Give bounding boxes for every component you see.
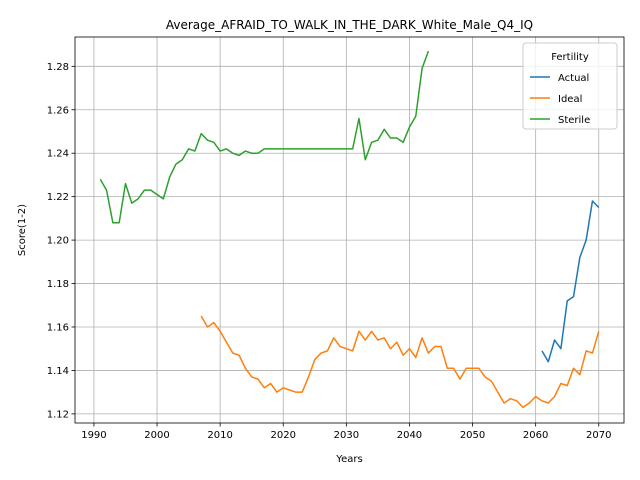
legend-box	[522, 42, 618, 130]
chart-title: Average_AFRAID_TO_WALK_IN_THE_DARK_White…	[166, 18, 533, 32]
y-tick-label: 1.26	[47, 105, 69, 116]
y-tick-label: 1.18	[47, 279, 69, 290]
x-tick-label: 2070	[586, 430, 611, 441]
x-axis-label: Years	[335, 454, 362, 465]
legend-label-actual: Actual	[558, 73, 589, 84]
x-tick-label: 2060	[523, 430, 548, 441]
legend-label-sterile: Sterile	[558, 115, 590, 126]
x-tick-label: 2000	[144, 430, 169, 441]
y-tick-label: 1.14	[47, 366, 69, 377]
x-tick-label: 2010	[207, 430, 232, 441]
x-tick-label: 2030	[334, 430, 359, 441]
y-tick-label: 1.20	[47, 236, 69, 247]
y-tick-label: 1.16	[47, 322, 69, 333]
legend: Fertility Actual Ideal Sterile	[522, 42, 618, 130]
axis-ticks: 1990 2000 2010 2020 2030 2040 2050 2060 2070 1.12…	[47, 62, 612, 441]
y-tick-label: 1.24	[47, 149, 69, 160]
legend-label-ideal: Ideal	[558, 94, 582, 105]
y-tick-label: 1.28	[47, 62, 69, 73]
x-tick-label: 2050	[460, 430, 485, 441]
series-line-ideal	[200, 315, 600, 409]
x-tick-label: 1990	[81, 430, 106, 441]
x-tick-label: 2020	[271, 430, 296, 441]
y-tick-label: 1.12	[47, 409, 69, 420]
legend-entries: Actual Ideal Sterile	[530, 73, 590, 126]
x-tick-label: 2040	[397, 430, 422, 441]
legend-title: Fertility	[551, 52, 589, 63]
y-axis-label: Score(1-2)	[17, 204, 28, 256]
y-tick-label: 1.22	[47, 192, 69, 203]
plot-area-frame	[74, 36, 625, 424]
series-lines	[99, 50, 600, 409]
series-line-actual	[541, 200, 600, 363]
series-line-sterile	[99, 50, 430, 224]
